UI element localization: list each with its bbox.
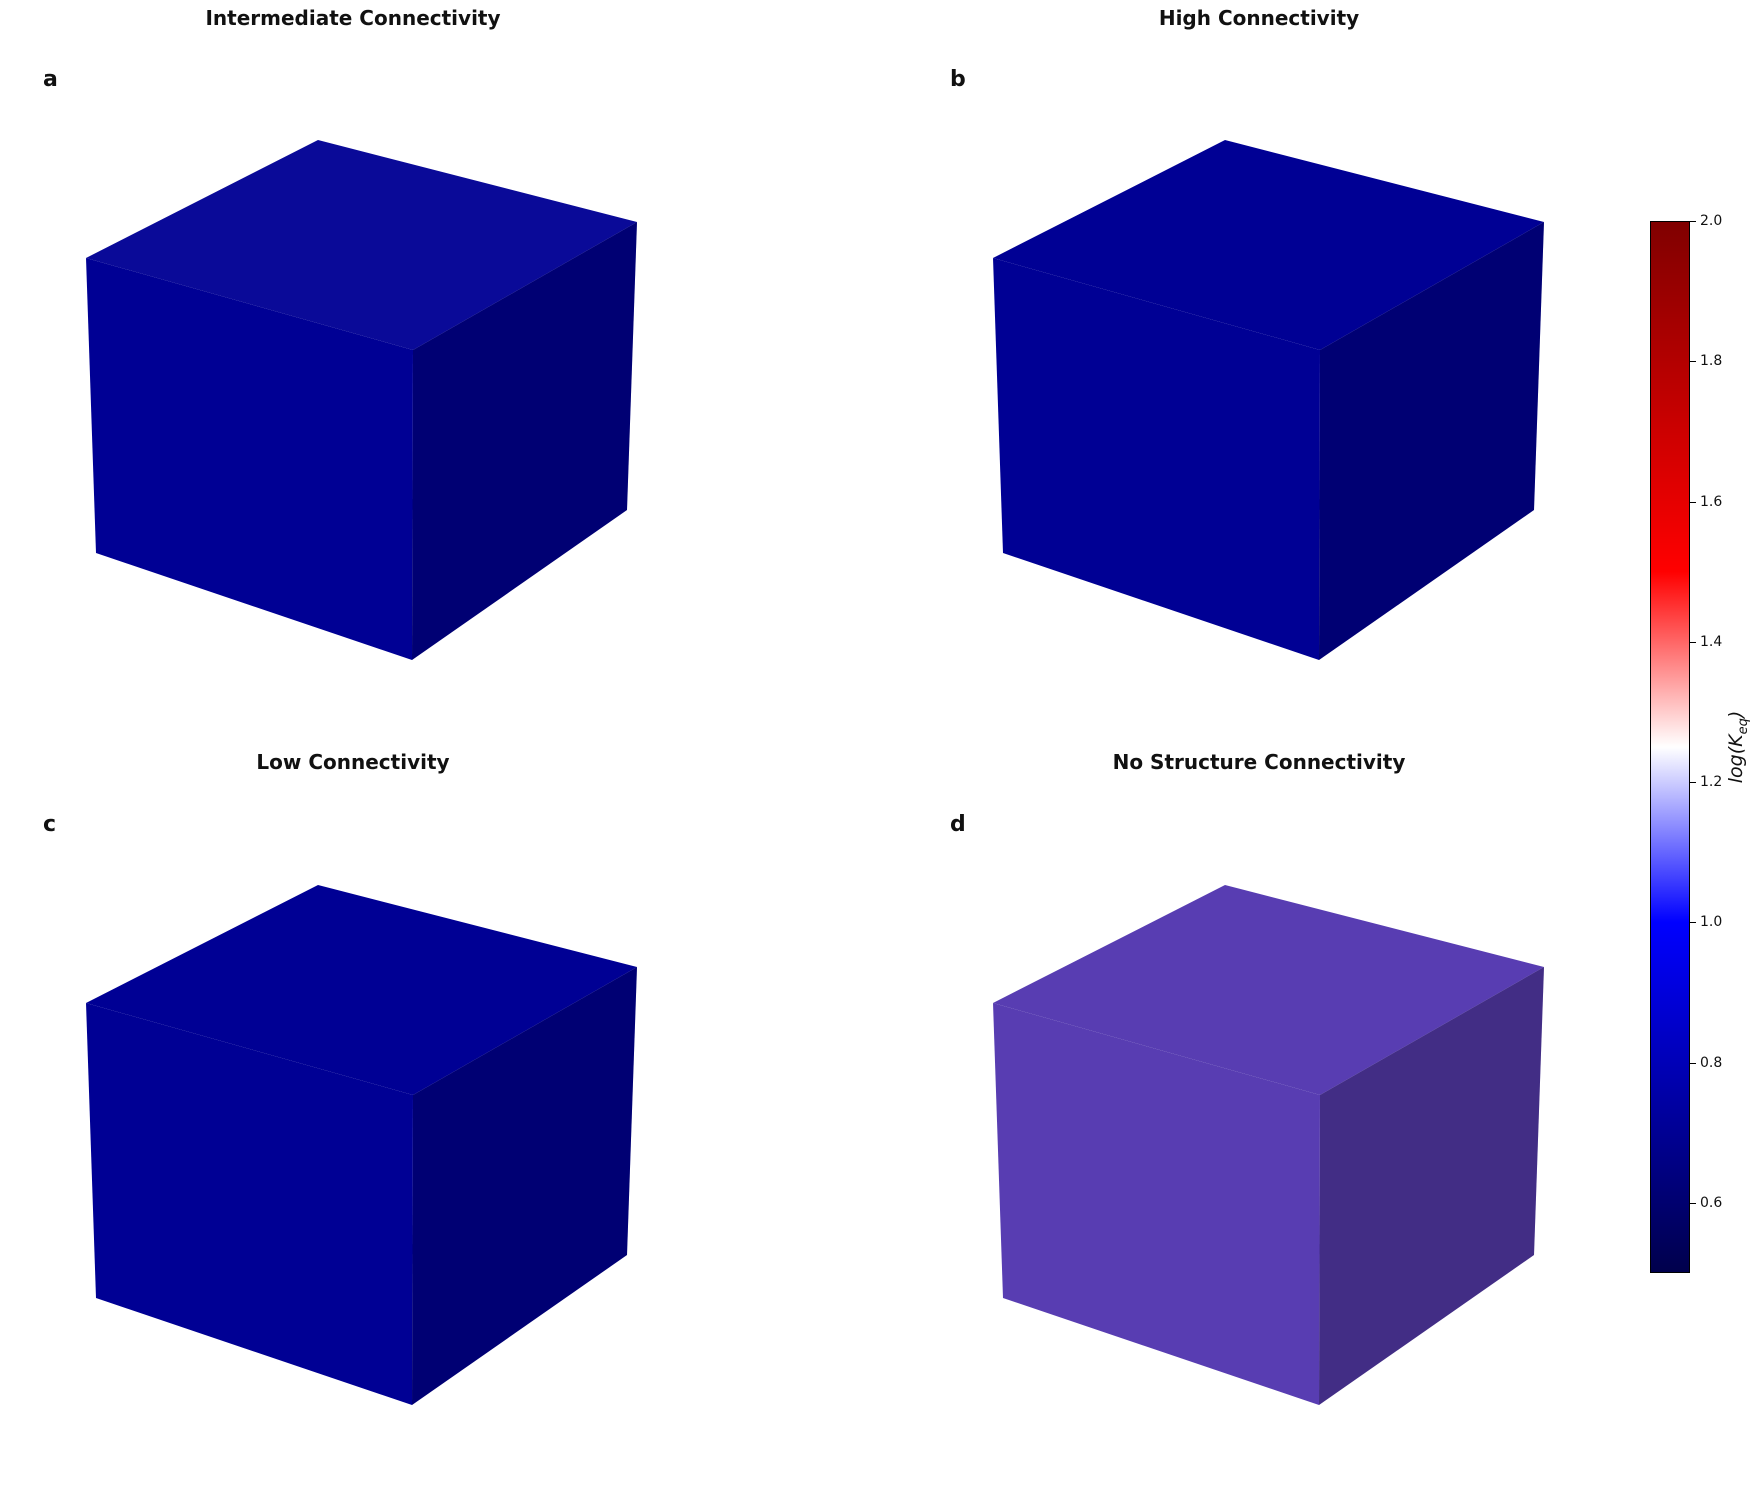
colorbar-tick-label: 1.0 <box>1700 914 1723 930</box>
cube-intermediate <box>86 140 637 660</box>
panel-c-title: Low Connectivity <box>256 750 450 774</box>
panel-d-letter: d <box>950 812 966 837</box>
cubes-canvas <box>86 140 1544 1405</box>
cube-high <box>993 140 1544 660</box>
colorbar-tick <box>1690 361 1696 362</box>
colorbar-tick <box>1690 502 1696 503</box>
panel-b-title: High Connectivity <box>1158 6 1360 30</box>
colorbar-tick-label: 1.6 <box>1700 494 1723 510</box>
colorbar-tick <box>1690 1063 1696 1064</box>
colorbar-tick-label: 0.8 <box>1700 1055 1723 1071</box>
colorbar-tick-label: 0.6 <box>1700 1195 1723 1211</box>
colorbar-tick <box>1690 642 1696 643</box>
colorbar-tick-label: 1.8 <box>1700 353 1723 369</box>
panel-c-letter: c <box>43 812 57 837</box>
panel-a-letter: a <box>43 67 58 92</box>
colorbar-tick <box>1690 1203 1696 1204</box>
panel-b-letter: b <box>950 67 966 92</box>
colorbar-tick <box>1690 221 1696 222</box>
colorbar-label: log(Keq) <box>1725 710 1751 784</box>
panel-a-title: Intermediate Connectivity <box>205 6 501 30</box>
colorbar-tick-label: 1.4 <box>1700 634 1723 650</box>
colorbar <box>1650 221 1690 1273</box>
colorbar-tick <box>1690 782 1696 783</box>
cube-no-structure <box>993 885 1544 1405</box>
colorbar-tick-label: 1.2 <box>1700 774 1723 790</box>
colorbar-tick <box>1690 922 1696 923</box>
colorbar-tick-label: 2.0 <box>1700 213 1723 229</box>
cube-low <box>86 885 637 1405</box>
panel-d-title: No Structure Connectivity <box>1112 750 1406 774</box>
